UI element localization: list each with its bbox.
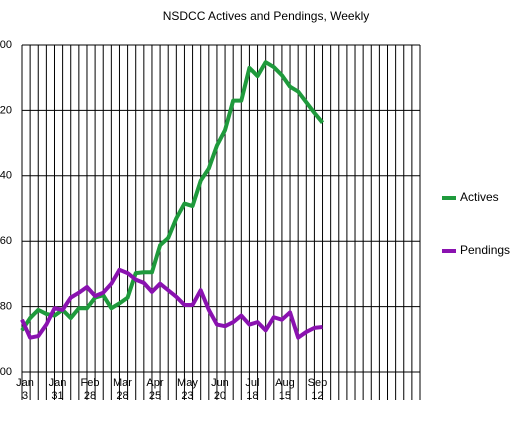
series-line bbox=[20, 267, 323, 340]
x-tick-label-line: 28 bbox=[84, 390, 96, 402]
y-tick-label: 280 bbox=[0, 301, 12, 313]
legend-label: Pendings bbox=[460, 243, 510, 257]
x-tick-label: Apr 25 bbox=[146, 377, 163, 402]
y-tick-label: 600 bbox=[0, 39, 12, 51]
x-tick-label-line: Jul bbox=[245, 377, 259, 389]
x-tick-label-line: 28 bbox=[116, 390, 128, 402]
x-tick-label: Jul 18 bbox=[245, 377, 259, 402]
series-line bbox=[20, 60, 325, 332]
y-tick-label: 360 bbox=[0, 235, 12, 247]
x-tick-label-line: Jun bbox=[211, 377, 229, 389]
x-tick-label-line: Aug bbox=[275, 377, 295, 389]
x-tick-label-line: 18 bbox=[246, 390, 258, 402]
x-tick-label-line: Jan bbox=[49, 377, 67, 389]
x-tick-label-line: 12 bbox=[311, 390, 323, 402]
x-tick-label-line: Mar bbox=[113, 377, 132, 389]
y-tick-label: 440 bbox=[0, 170, 12, 182]
x-tick-label-line: Feb bbox=[80, 377, 99, 389]
x-tick-label-line: 3 bbox=[22, 390, 28, 402]
x-tick-label: Jan 31 bbox=[49, 377, 67, 402]
x-tick-label-line: 25 bbox=[149, 390, 161, 402]
x-tick-label-line: Jan bbox=[16, 377, 34, 389]
x-tick-label-line: 23 bbox=[181, 390, 193, 402]
x-tick-label: Mar 28 bbox=[113, 377, 132, 402]
x-tick-label-line: 31 bbox=[51, 390, 63, 402]
x-tick-label: May 23 bbox=[177, 377, 198, 402]
x-tick-label-line: May bbox=[177, 377, 198, 389]
chart-title: NSDCC Actives and Pendings, Weekly bbox=[163, 9, 370, 23]
x-tick-label-line: Apr bbox=[146, 377, 163, 389]
x-tick-label: Feb 28 bbox=[80, 377, 99, 402]
y-tick-label: 520 bbox=[0, 104, 12, 116]
x-tick-label-line: Sep bbox=[308, 377, 328, 389]
x-tick-label: Jan 3 bbox=[16, 377, 34, 402]
x-tick-label: Jun 20 bbox=[211, 377, 229, 402]
y-tick-label: 200 bbox=[0, 366, 12, 378]
x-tick-label-line: 15 bbox=[279, 390, 291, 402]
legend-label: Actives bbox=[460, 190, 499, 204]
x-tick-label: Aug 15 bbox=[275, 377, 295, 402]
x-tick-label-line: 20 bbox=[214, 390, 226, 402]
x-tick-label: Sep 12 bbox=[308, 377, 328, 402]
